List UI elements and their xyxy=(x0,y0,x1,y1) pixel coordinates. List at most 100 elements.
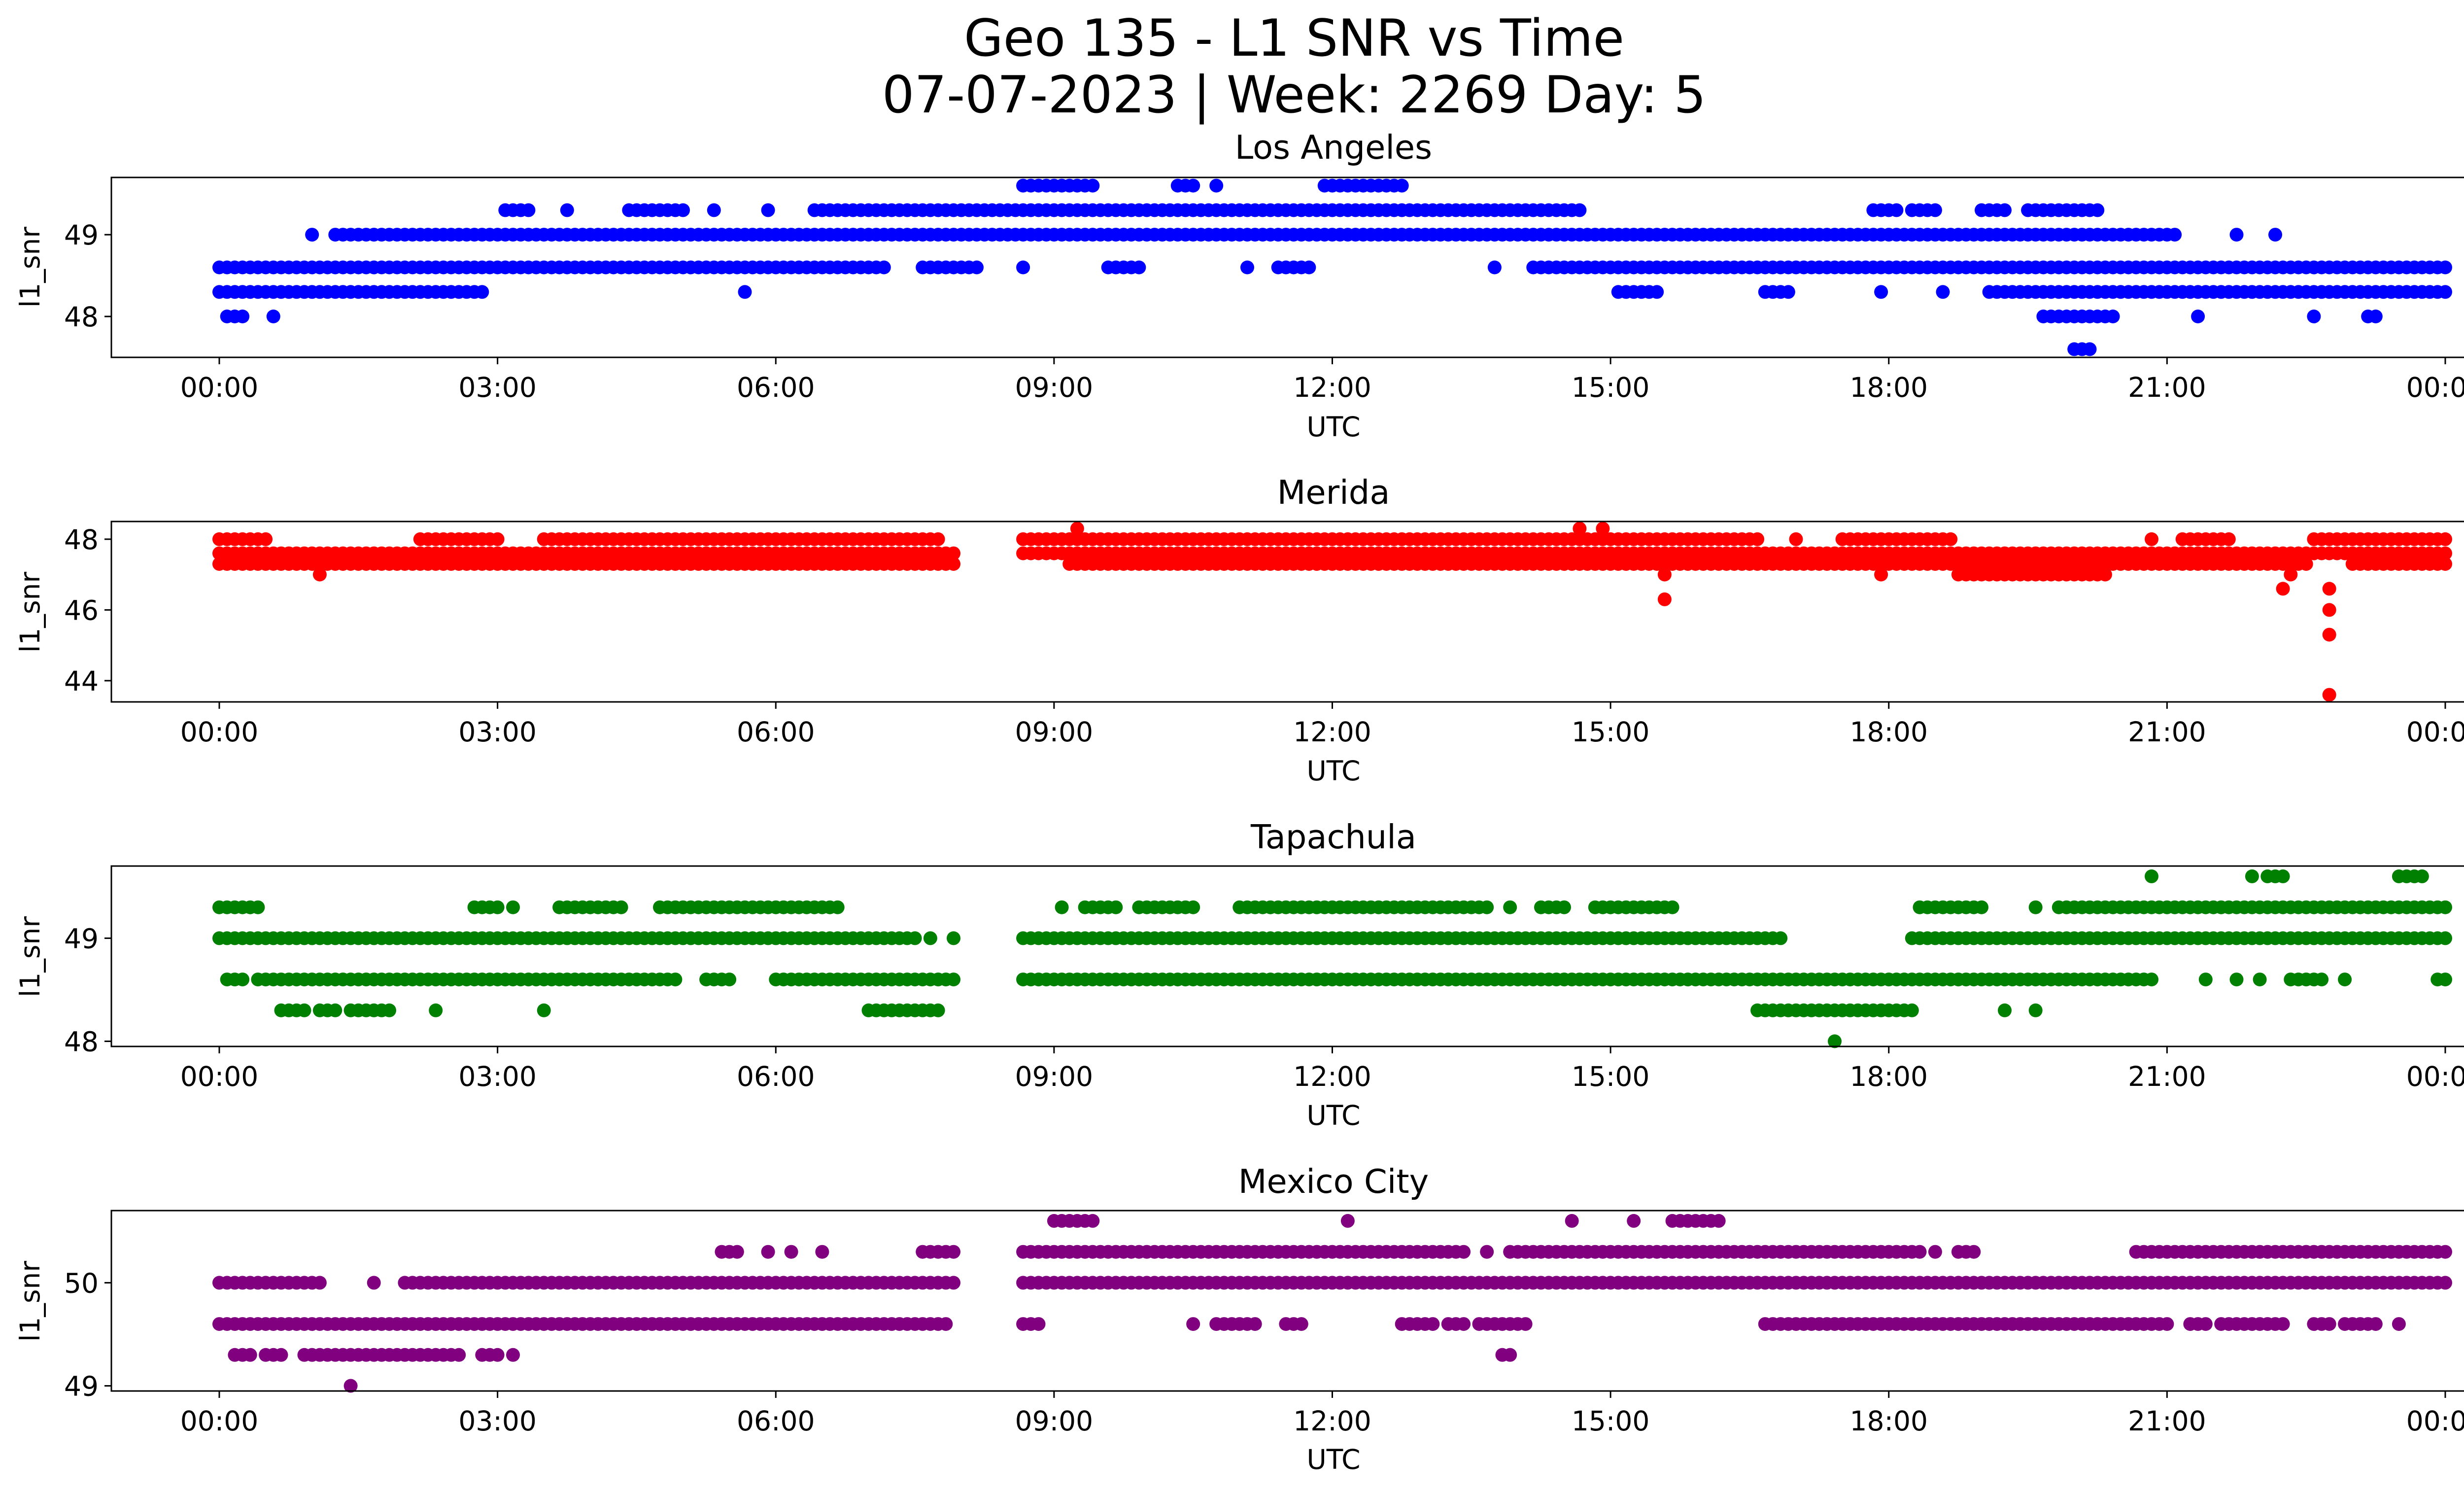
data-point xyxy=(2368,310,2383,323)
y-axis-label: l1_snr xyxy=(14,1261,46,1342)
data-point xyxy=(1596,522,1610,536)
data-point xyxy=(1503,1348,1517,1362)
data-point xyxy=(830,900,845,914)
data-point xyxy=(2098,567,2112,582)
data-point xyxy=(1248,1317,1262,1331)
data-point xyxy=(707,203,721,217)
x-axis-label: UTC xyxy=(1306,755,1360,787)
data-point xyxy=(2392,1317,2406,1331)
data-point xyxy=(2368,1317,2383,1331)
x-tick-label: 06:00 xyxy=(737,1061,815,1092)
x-tick-label: 03:00 xyxy=(458,1405,537,1437)
data-point xyxy=(1711,1214,1726,1228)
data-point xyxy=(1913,1245,1927,1259)
x-tick-label: 09:00 xyxy=(1015,372,1094,403)
data-point xyxy=(1657,567,1672,582)
x-tick-label: 06:00 xyxy=(737,372,815,403)
data-point xyxy=(2222,532,2236,546)
data-point xyxy=(2028,1003,2043,1017)
data-point xyxy=(1573,203,1587,217)
data-point xyxy=(1774,931,1788,945)
data-point xyxy=(947,557,960,571)
data-point xyxy=(1209,178,1224,193)
data-point xyxy=(2438,260,2452,275)
data-point xyxy=(1998,1003,2012,1017)
data-point xyxy=(2438,973,2452,987)
data-point xyxy=(1889,203,1904,217)
x-tick-label: 03:00 xyxy=(458,1061,537,1092)
data-point xyxy=(2160,1317,2174,1331)
data-point xyxy=(2145,869,2158,883)
data-point xyxy=(2229,973,2244,987)
data-point xyxy=(676,203,690,217)
data-point xyxy=(1240,260,1254,275)
y-tick-label: 50 xyxy=(64,1267,99,1299)
data-point xyxy=(1186,900,1200,914)
data-point xyxy=(1781,285,1795,299)
data-point xyxy=(668,973,683,987)
data-point xyxy=(931,532,945,546)
data-point xyxy=(452,1348,466,1362)
data-point xyxy=(730,1245,744,1259)
data-point xyxy=(1340,1214,1355,1228)
data-point xyxy=(1750,532,1765,546)
data-point xyxy=(2315,973,2329,987)
data-point xyxy=(2438,931,2452,945)
y-tick-label: 49 xyxy=(64,1371,99,1402)
x-axis-label: UTC xyxy=(1306,411,1360,443)
data-point xyxy=(1905,1003,1919,1017)
x-tick-label: 12:00 xyxy=(1293,372,1371,403)
data-point xyxy=(236,310,250,323)
x-tick-label: 06:00 xyxy=(737,716,815,748)
data-point xyxy=(1874,285,1888,299)
data-point xyxy=(1457,1245,1471,1259)
x-axis-label: UTC xyxy=(1306,1444,1360,1475)
data-point xyxy=(2438,1276,2452,1290)
data-point xyxy=(490,532,505,546)
data-point xyxy=(947,1245,960,1259)
data-point xyxy=(2145,532,2158,546)
data-point xyxy=(328,1003,342,1017)
y-axis-label: l1_snr xyxy=(14,916,46,997)
data-point xyxy=(506,900,520,914)
data-point xyxy=(1016,260,1030,275)
data-point xyxy=(560,203,574,217)
data-point xyxy=(305,228,319,242)
data-point xyxy=(877,260,891,275)
x-tick-label: 21:00 xyxy=(2128,1061,2206,1092)
data-point xyxy=(2253,973,2267,987)
data-point xyxy=(1789,532,1803,546)
data-points xyxy=(212,869,2452,1048)
data-point xyxy=(1565,1214,1579,1228)
data-point xyxy=(521,203,536,217)
subplot-mexico-city: Mexico City UTC l1_snr 00:00 03:00 06:00 09… xyxy=(14,1162,2464,1475)
data-point xyxy=(2168,228,2182,242)
data-point xyxy=(1557,900,1571,914)
x-tick-label: 03:00 xyxy=(458,716,537,748)
data-point xyxy=(1657,592,1672,606)
y-axis-label: l1_snr xyxy=(14,227,46,308)
x-tick-label: 00:00 xyxy=(2406,716,2464,748)
axes-frame xyxy=(110,176,2464,358)
data-point xyxy=(2322,688,2336,702)
data-point xyxy=(1518,1317,1533,1331)
data-point xyxy=(490,900,505,914)
x-tick-label: 00:00 xyxy=(180,372,259,403)
y-axis-label: l1_snr xyxy=(14,572,46,653)
x-tick-label: 12:00 xyxy=(1293,1405,1371,1437)
data-points xyxy=(212,522,2452,702)
data-point xyxy=(1086,178,1100,193)
data-point xyxy=(1086,1214,1100,1228)
data-point xyxy=(1302,260,1316,275)
y-tick-label: 48 xyxy=(64,1026,99,1058)
data-points xyxy=(212,178,2452,356)
data-point xyxy=(2415,869,2429,883)
data-point xyxy=(2338,973,2352,987)
data-point xyxy=(1132,260,1146,275)
data-point xyxy=(490,1348,505,1362)
data-point xyxy=(1294,1317,1308,1331)
x-tick-label: 00:00 xyxy=(180,1405,259,1437)
data-point xyxy=(2245,869,2259,883)
subplot-title: Tapachula xyxy=(1250,818,1416,856)
data-point xyxy=(1503,900,1517,914)
